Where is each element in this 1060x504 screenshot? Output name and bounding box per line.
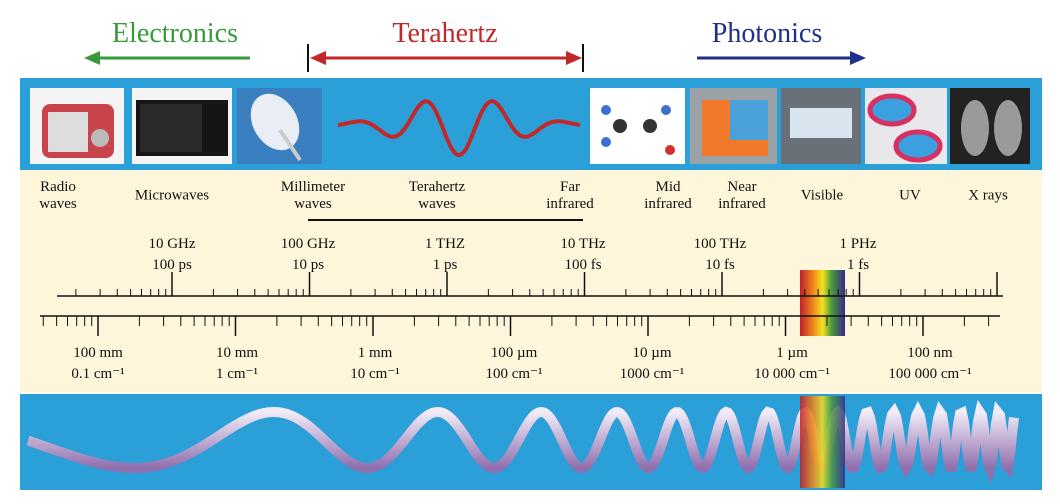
band-label: waves bbox=[294, 196, 332, 212]
band-label: Radio bbox=[40, 179, 76, 195]
scale-panel bbox=[20, 170, 1042, 392]
frequency-label: 10 THz bbox=[560, 236, 605, 252]
frequency-label: 1 THZ bbox=[425, 236, 465, 252]
rainbow-block bbox=[800, 396, 845, 488]
wavelength-label: 1 mm bbox=[358, 345, 393, 361]
band-label: Millimeter bbox=[281, 179, 345, 195]
band-label: infrared bbox=[546, 196, 594, 212]
band-label: UV bbox=[899, 188, 921, 204]
band-label: Visible bbox=[801, 188, 844, 204]
frequency-label: 10 fs bbox=[705, 257, 735, 273]
frequency-label: 1 ps bbox=[433, 257, 458, 273]
arrows bbox=[84, 44, 866, 72]
pictures bbox=[30, 88, 1030, 164]
wave-ribbon bbox=[26, 399, 1019, 484]
wavelength-label: 1000 cm⁻¹ bbox=[620, 366, 685, 382]
wavelength-label: 100 nm bbox=[907, 345, 953, 361]
frequency-label: 1 PHz bbox=[839, 236, 876, 252]
frequency-label: 100 ps bbox=[152, 257, 192, 273]
wavelength-label: 10 000 cm⁻¹ bbox=[754, 366, 830, 382]
wavelength-label: 0.1 cm⁻¹ bbox=[71, 366, 124, 382]
wavelength-label: 1 µm bbox=[776, 345, 808, 361]
frequency-label: 1 fs bbox=[847, 257, 869, 273]
band-label: Microwaves bbox=[135, 188, 209, 204]
ticks bbox=[42, 272, 998, 336]
wavelength-label: 10 µm bbox=[632, 345, 671, 361]
band-label: waves bbox=[39, 196, 77, 212]
wavelength-label: 100 µm bbox=[491, 345, 538, 361]
band-label: Mid bbox=[655, 179, 681, 195]
wavelength-label: 10 cm⁻¹ bbox=[350, 366, 400, 382]
band-label: Terahertz bbox=[409, 179, 466, 195]
wavelength-label: 100 mm bbox=[73, 345, 123, 361]
frequency-label: 100 fs bbox=[564, 257, 601, 273]
terahertz-label: Terahertz bbox=[392, 18, 497, 49]
wavelength-label: 1 cm⁻¹ bbox=[216, 366, 258, 382]
frequency-label: 100 GHz bbox=[281, 236, 336, 252]
band-label: Far bbox=[560, 179, 580, 195]
photonics-label: Photonics bbox=[712, 18, 822, 49]
wavelength-label: 10 mm bbox=[216, 345, 258, 361]
frequency-label: 10 GHz bbox=[148, 236, 195, 252]
frequency-label: 100 THz bbox=[694, 236, 747, 252]
visible-band bbox=[800, 270, 845, 336]
band-label: infrared bbox=[718, 196, 766, 212]
band-label: infrared bbox=[644, 196, 692, 212]
band-label: X rays bbox=[968, 188, 1008, 204]
wavelength-label: 100 cm⁻¹ bbox=[486, 366, 543, 382]
band-label: Near bbox=[727, 179, 756, 195]
frequency-label: 10 ps bbox=[292, 257, 324, 273]
electronics-label: Electronics bbox=[112, 18, 238, 49]
band-label: waves bbox=[418, 196, 456, 212]
wavelength-label: 100 000 cm⁻¹ bbox=[888, 366, 971, 382]
